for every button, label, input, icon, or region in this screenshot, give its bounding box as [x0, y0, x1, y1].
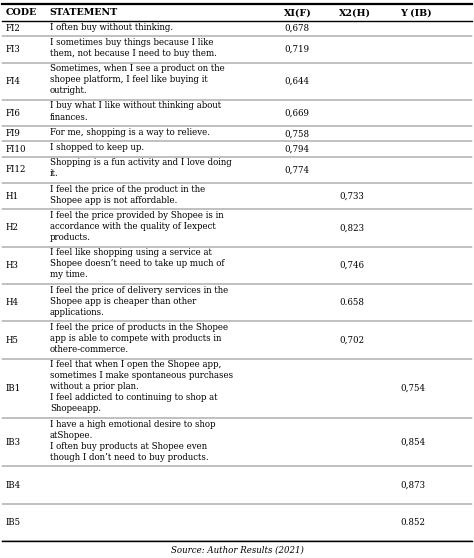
Text: othere-commerce.: othere-commerce. — [50, 345, 129, 354]
Text: 0,669: 0,669 — [284, 109, 310, 118]
Text: 0,719: 0,719 — [284, 45, 310, 54]
Text: I feel the price of products in the Shopee: I feel the price of products in the Shop… — [50, 323, 228, 332]
Text: I feel the price of the product in the: I feel the price of the product in the — [50, 185, 205, 194]
Text: Source: Author Results (2021): Source: Author Results (2021) — [171, 546, 303, 555]
Text: atShopee.: atShopee. — [50, 431, 93, 440]
Text: IB5: IB5 — [6, 518, 21, 527]
Text: XI(F): XI(F) — [284, 8, 312, 17]
Text: H1: H1 — [6, 191, 19, 201]
Text: FI9: FI9 — [6, 129, 20, 138]
Text: H3: H3 — [6, 261, 18, 270]
Text: I have a high emotional desire to shop: I have a high emotional desire to shop — [50, 420, 215, 429]
Text: products.: products. — [50, 233, 91, 242]
Text: I feel the price provided by Shopee is in: I feel the price provided by Shopee is i… — [50, 211, 223, 220]
Text: my time.: my time. — [50, 270, 88, 280]
Text: shopee platform, I feel like buying it: shopee platform, I feel like buying it — [50, 75, 208, 84]
Text: IB3: IB3 — [6, 438, 21, 447]
Text: 0,678: 0,678 — [284, 24, 310, 33]
Text: though I don’t need to buy products.: though I don’t need to buy products. — [50, 453, 209, 462]
Text: FI4: FI4 — [6, 77, 20, 86]
Text: 0,873: 0,873 — [401, 480, 426, 490]
Text: FI12: FI12 — [6, 165, 26, 174]
Text: sometimes I make spontaneous purchases: sometimes I make spontaneous purchases — [50, 371, 233, 381]
Text: 0.658: 0.658 — [339, 298, 364, 307]
Text: app is able to compete with products in: app is able to compete with products in — [50, 334, 221, 343]
Text: it.: it. — [50, 169, 58, 179]
Text: Shopping is a fun activity and I love doing: Shopping is a fun activity and I love do… — [50, 158, 231, 167]
Text: H2: H2 — [6, 224, 18, 233]
Text: outright.: outright. — [50, 86, 87, 95]
Text: For me, shopping is a way to relieve.: For me, shopping is a way to relieve. — [50, 128, 210, 137]
Text: I feel that when I open the Shopee app,: I feel that when I open the Shopee app, — [50, 360, 221, 369]
Text: accordance with the quality of Iexpect: accordance with the quality of Iexpect — [50, 222, 216, 231]
Text: H4: H4 — [6, 298, 18, 307]
Text: I often buy products at Shopee even: I often buy products at Shopee even — [50, 442, 207, 451]
Text: I feel like shopping using a service at: I feel like shopping using a service at — [50, 248, 212, 257]
Text: Shopee doesn’t need to take up much of: Shopee doesn’t need to take up much of — [50, 259, 224, 268]
Text: 0,794: 0,794 — [284, 145, 310, 153]
Text: FI10: FI10 — [6, 145, 27, 153]
Text: X2(H): X2(H) — [339, 8, 371, 17]
Text: H5: H5 — [6, 335, 18, 344]
Text: Shopeeapp.: Shopeeapp. — [50, 405, 101, 413]
Text: I sometimes buy things because I like: I sometimes buy things because I like — [50, 38, 213, 47]
Text: 0,823: 0,823 — [339, 224, 364, 233]
Text: CODE: CODE — [6, 8, 37, 17]
Text: them, not because I need to buy them.: them, not because I need to buy them. — [50, 49, 217, 58]
Text: I feel the price of delivery services in the: I feel the price of delivery services in… — [50, 286, 228, 295]
Text: IB1: IB1 — [6, 384, 21, 393]
Text: finances.: finances. — [50, 113, 88, 122]
Text: 0.852: 0.852 — [401, 518, 426, 527]
Text: Y (IB): Y (IB) — [401, 8, 432, 17]
Text: FI3: FI3 — [6, 45, 20, 54]
Text: Sometimes, when I see a product on the: Sometimes, when I see a product on the — [50, 64, 225, 73]
Text: 0,754: 0,754 — [401, 384, 426, 393]
Text: applications.: applications. — [50, 307, 105, 316]
Text: 0,854: 0,854 — [401, 438, 426, 447]
Text: 0,644: 0,644 — [284, 77, 310, 86]
Text: 0,733: 0,733 — [339, 191, 364, 201]
Text: Shopee app is not affordable.: Shopee app is not affordable. — [50, 196, 177, 205]
Text: 0,702: 0,702 — [339, 335, 364, 344]
Text: IB4: IB4 — [6, 480, 21, 490]
Text: 0,774: 0,774 — [284, 165, 310, 174]
Text: without a prior plan.: without a prior plan. — [50, 382, 138, 391]
Text: STATEMENT: STATEMENT — [50, 8, 118, 17]
Text: 0,746: 0,746 — [339, 261, 364, 270]
Text: Shopee app is cheaper than other: Shopee app is cheaper than other — [50, 297, 196, 306]
Text: FI2: FI2 — [6, 24, 20, 33]
Text: I buy what I like without thinking about: I buy what I like without thinking about — [50, 102, 221, 110]
Text: 0,758: 0,758 — [284, 129, 310, 138]
Text: I feel addicted to continuing to shop at: I feel addicted to continuing to shop at — [50, 393, 217, 402]
Text: FI6: FI6 — [6, 109, 20, 118]
Text: I often buy without thinking.: I often buy without thinking. — [50, 23, 173, 32]
Text: I shopped to keep up.: I shopped to keep up. — [50, 143, 144, 152]
